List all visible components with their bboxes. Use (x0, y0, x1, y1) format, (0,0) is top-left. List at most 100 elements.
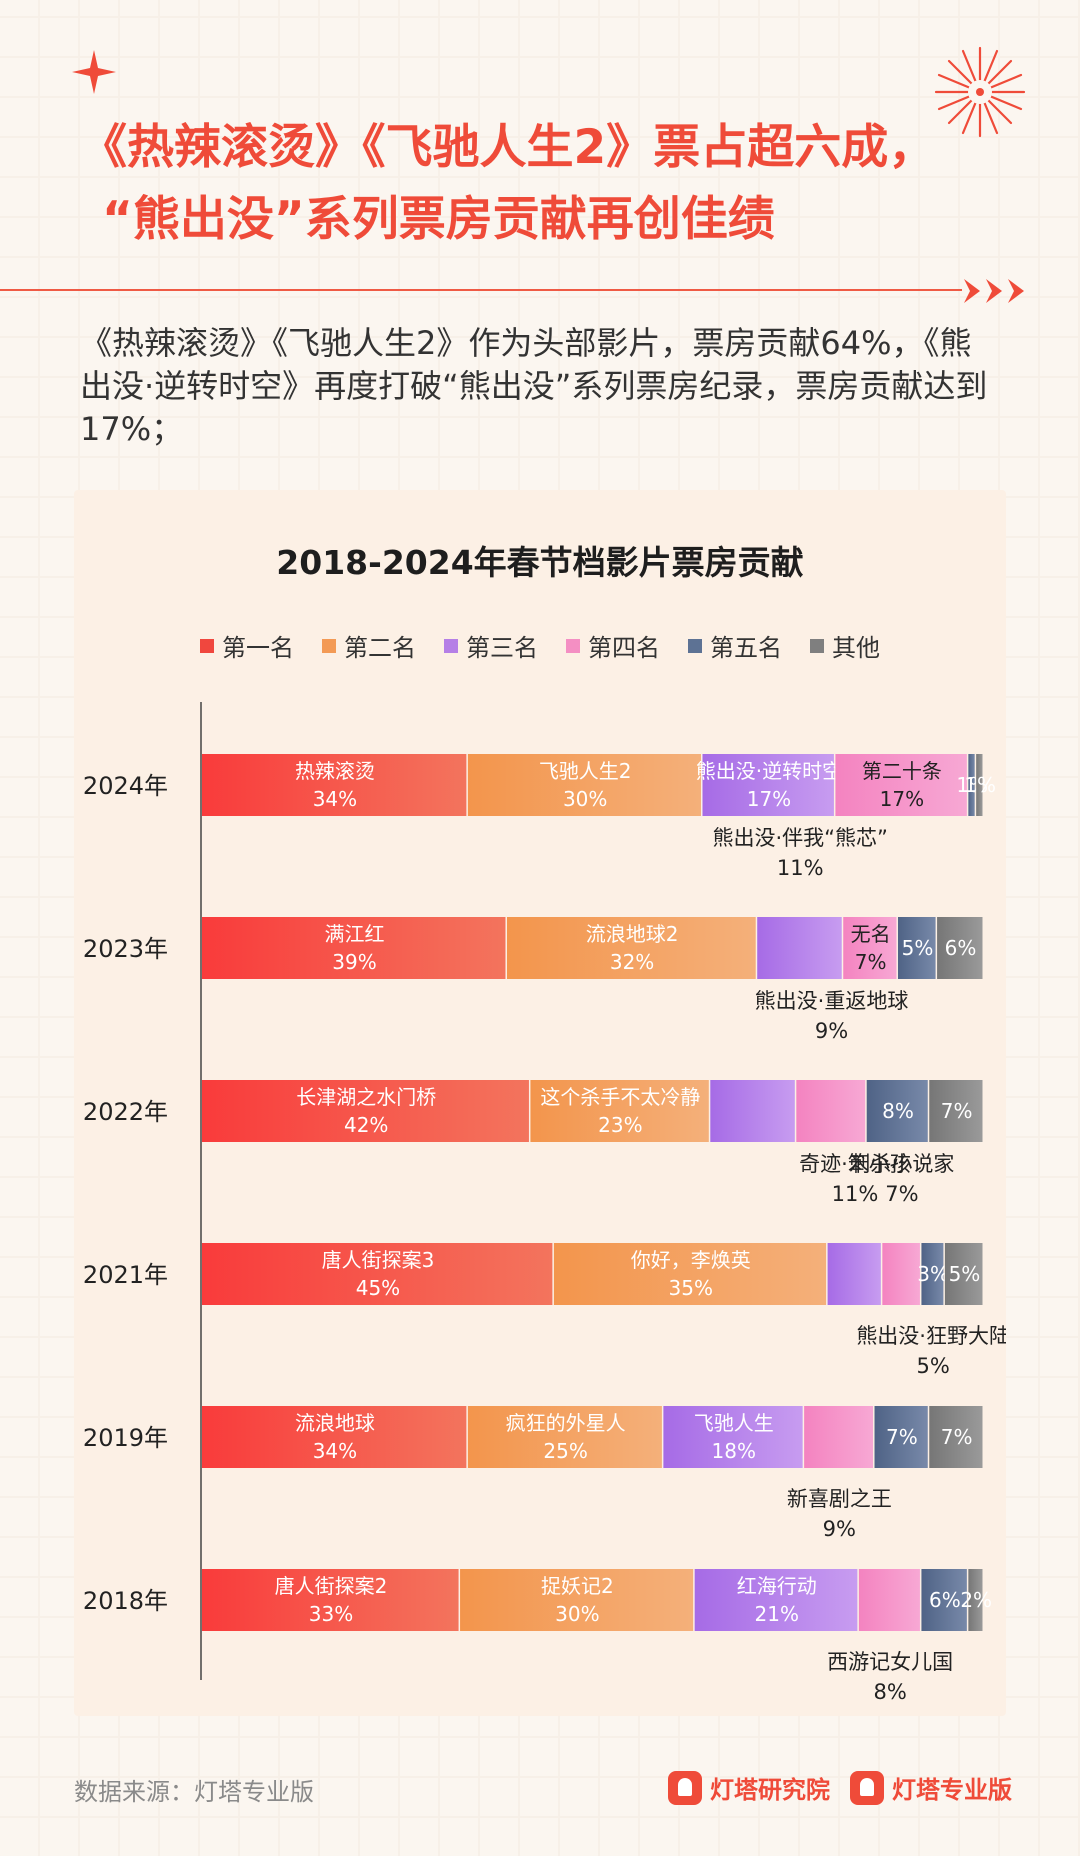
segment-value-label: 5% (902, 936, 934, 960)
legend-item: 第四名 (566, 628, 660, 663)
legend-swatch (444, 638, 458, 653)
logo-pro: 灯塔专业版 (850, 1770, 1012, 1805)
segment-name-label: 无名 (851, 922, 891, 946)
callout-name-label: 西游记女儿国 (827, 1650, 953, 1674)
legend-swatch (688, 638, 702, 653)
bar-segment (663, 1406, 803, 1468)
segment-value-label: 7% (855, 950, 887, 974)
data-source: 数据来源：灯塔专业版 (74, 1778, 314, 1806)
segment-name-label: 飞驰人生2 (539, 759, 632, 783)
segment-value-label: 1% (964, 773, 996, 797)
logo-research-institute: 灯塔研究院 (668, 1770, 830, 1805)
title-divider (0, 289, 962, 291)
segment-value-label: 34% (313, 1439, 357, 1463)
sparkle-star-icon (72, 50, 116, 94)
bar-segment (944, 1243, 983, 1305)
year-tick-label: 2024年 (83, 772, 168, 800)
segment-value-label: 33% (309, 1602, 353, 1626)
bar-segment (882, 1243, 920, 1305)
segment-name-label: 满江红 (324, 922, 384, 946)
firework-icon (934, 46, 1026, 138)
legend-label: 其他 (832, 634, 880, 662)
bar-segment (937, 917, 983, 979)
segment-name-label: 流浪地球2 (586, 922, 679, 946)
legend-item: 其他 (810, 628, 880, 663)
legend-item: 第一名 (200, 628, 294, 663)
segment-name-label: 疯狂的外星人 (506, 1411, 626, 1435)
legend-label: 第四名 (588, 634, 660, 662)
segment-value-label: 32% (610, 950, 654, 974)
segment-name-label: 飞驰人生 (694, 1411, 774, 1435)
legend-label: 第一名 (222, 634, 294, 662)
bar-segment (968, 1569, 983, 1631)
segment-value-label: 35% (669, 1276, 713, 1300)
segment-value-label: 7% (941, 1425, 973, 1449)
bar-segment (757, 917, 842, 979)
year-tick-label: 2022年 (83, 1098, 168, 1126)
intro-paragraph: 《热辣滚烫》《飞驰人生2》作为头部影片，票房贡献64%，《熊出没·逆转时空》再度… (80, 324, 988, 448)
headline-line1: 《热辣滚烫》《飞驰人生2》票占超六成， (80, 120, 936, 175)
bar-segment (921, 1243, 944, 1305)
callout-value-label: 11% (832, 1182, 879, 1206)
bar-segment (804, 1406, 874, 1468)
segment-name-label: 流浪地球 (295, 1411, 375, 1435)
chart-legend: 第一名 第二名 第三名 第四名 第五名 其他 (74, 628, 1006, 663)
segment-value-label: 3% (917, 1262, 949, 1286)
segment-value-label: 5% (949, 1262, 981, 1286)
legend-label: 第二名 (344, 634, 416, 662)
bar-segment (202, 754, 467, 816)
logo-research-text: 灯塔研究院 (710, 1776, 830, 1804)
segment-value-label: 1% (956, 773, 988, 797)
bar-segment (202, 917, 506, 979)
legend-swatch (810, 638, 824, 653)
callout-name-label: 熊出没·伴我“熊芯” (713, 826, 888, 850)
bar-segment (530, 1080, 709, 1142)
bar-segment (202, 1406, 467, 1468)
bar-segment (827, 1243, 881, 1305)
legend-label: 第三名 (466, 634, 538, 662)
callout-name-label: 新喜剧之王 (787, 1487, 892, 1511)
segment-value-label: 7% (886, 1425, 918, 1449)
year-tick-label: 2021年 (83, 1261, 168, 1289)
year-tick-label: 2023年 (83, 935, 168, 963)
legend-swatch (322, 638, 336, 653)
bar-segment (710, 1080, 795, 1142)
chart-title: 2018-2024年春节档影片票房贡献 (276, 543, 804, 582)
logo-pro-text: 灯塔专业版 (892, 1776, 1012, 1804)
chart-panel: 2018-2024年春节档影片票房贡献 第一名 第二名 第三名 第四名 第五名 … (74, 490, 1006, 1716)
segment-name-label: 长津湖之水门桥 (296, 1085, 436, 1109)
bar-segment (968, 754, 975, 816)
bar-segment (694, 1569, 858, 1631)
segment-name-label: 你好，李焕英 (631, 1248, 751, 1272)
bar-segment (506, 917, 756, 979)
bar-segment (202, 1569, 459, 1631)
bar-segment (553, 1243, 827, 1305)
segment-name-label: 这个杀手不太冷静 (540, 1085, 700, 1109)
segment-name-label: 热辣滚烫 (295, 759, 375, 783)
bar-segment (202, 1243, 553, 1305)
callout-name-label: 熊出没·狂野大陆 (856, 1324, 1006, 1348)
legend-label: 第五名 (710, 634, 782, 662)
segment-value-label: 6% (945, 936, 977, 960)
segment-value-label: 45% (356, 1276, 400, 1300)
segment-value-label: 23% (598, 1113, 642, 1137)
headline-line2: “熊出没”系列票房贡献再创佳绩 (102, 192, 775, 247)
bar-segment (866, 1080, 928, 1142)
bar-segment (858, 1569, 920, 1631)
legend-swatch (566, 638, 580, 653)
segment-value-label: 30% (563, 787, 607, 811)
callout-value-label: 5% (917, 1354, 950, 1378)
bar-segment (702, 754, 834, 816)
segment-value-label: 18% (712, 1439, 756, 1463)
callout-value-label: 11% (777, 856, 824, 880)
bar-segment (874, 1406, 928, 1468)
bar-segment (796, 1080, 866, 1142)
bar-segment (976, 754, 983, 816)
segment-value-label: 7% (941, 1099, 973, 1123)
bar-segment (929, 1080, 983, 1142)
segment-name-label: 红海行动 (737, 1574, 817, 1598)
lighthouse-logo-icon (668, 1770, 702, 1805)
segment-name-label: 第二十条 (862, 759, 942, 783)
triple-arrow-icon (964, 279, 1024, 303)
legend-item: 第五名 (688, 628, 782, 663)
